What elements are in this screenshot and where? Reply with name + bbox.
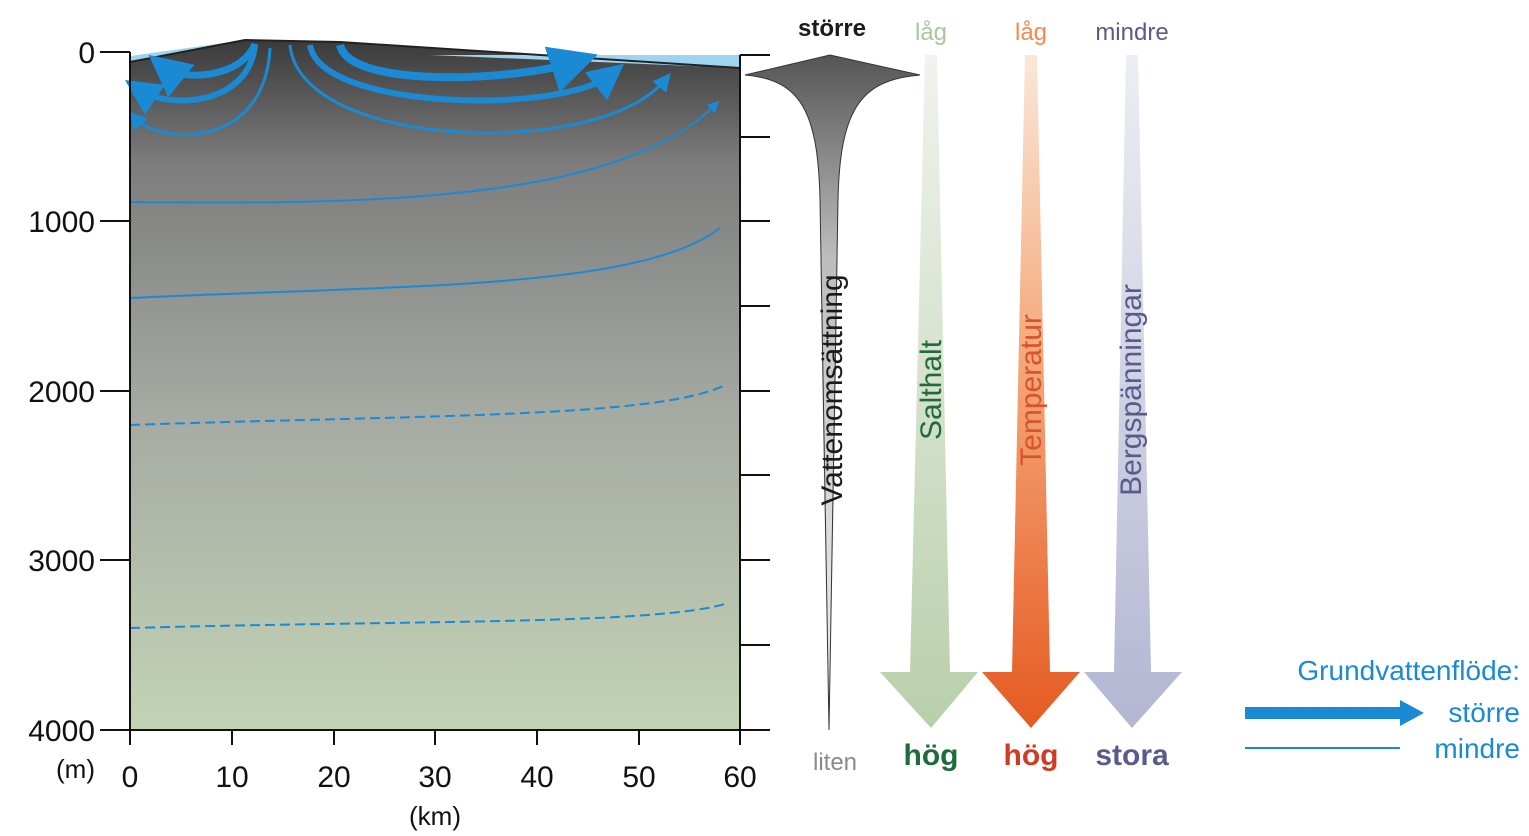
temperatur-bottom-label: hög	[1004, 739, 1059, 772]
x-axis	[129, 729, 770, 745]
indicator-bergspanningar: mindre Bergspänningar stora	[1084, 19, 1182, 772]
right-axis	[739, 54, 770, 730]
x-tick-label: 60	[723, 761, 756, 794]
y-axis	[100, 51, 131, 731]
flow-line-local-1	[148, 42, 259, 98]
flow-line-local-3	[128, 47, 272, 137]
salthalt-arrow	[880, 55, 978, 728]
flow-line-local-5	[307, 44, 625, 104]
flow-line-local-4	[336, 43, 598, 93]
y-tick-label: 0	[78, 37, 95, 70]
flow-line-regional-2	[129, 227, 721, 299]
flow-line-local-2	[125, 43, 258, 115]
vattenomsattning-bottom-label: liten	[813, 749, 857, 776]
flow-line-regional-1	[129, 100, 720, 204]
legend-arrowhead-large	[1400, 700, 1424, 726]
flow-line-local-6	[288, 44, 671, 135]
x-tick-label: 40	[520, 761, 553, 794]
salthalt-name: Salthalt	[915, 339, 948, 440]
temperatur-arrow	[982, 55, 1080, 728]
flow-lines	[125, 42, 729, 629]
indicator-vattenomsattning: större Vattenomsättning liten	[744, 15, 921, 776]
legend-smaller-label: mindre	[1434, 733, 1520, 764]
vattenomsattning-shape	[744, 54, 921, 731]
legend-title: Grundvattenflöde:	[1297, 655, 1520, 686]
flow-line-regional-4	[129, 602, 729, 629]
y-tick-label: 4000	[28, 715, 95, 748]
bergspanningar-top-label: mindre	[1095, 19, 1168, 46]
y-unit-label: (m)	[56, 754, 95, 784]
flow-legend: Grundvattenflöde: större mindre	[1245, 655, 1520, 764]
temperatur-name: Temperatur	[1015, 314, 1048, 466]
vattenomsattning-name: Vattenomsättning	[816, 274, 849, 505]
salthalt-top-label: låg	[915, 19, 947, 46]
y-tick-label: 2000	[28, 376, 95, 409]
ground-body	[130, 40, 740, 730]
x-tick-label: 20	[317, 761, 350, 794]
y-tick-label: 3000	[28, 545, 95, 578]
bergspanningar-name: Bergspänningar	[1115, 284, 1148, 496]
terrain-top	[129, 38, 741, 69]
x-tick-label: 30	[418, 761, 451, 794]
bergspanningar-arrow	[1084, 55, 1182, 728]
x-tick-label: 50	[622, 761, 655, 794]
indicator-salthalt: låg Salthalt hög	[880, 19, 978, 772]
legend-larger-label: större	[1448, 697, 1520, 728]
salthalt-bottom-label: hög	[904, 739, 959, 772]
indicator-temperatur: låg Temperatur hög	[982, 19, 1080, 772]
flow-line-regional-3	[129, 384, 726, 426]
x-tick-label: 10	[215, 761, 248, 794]
bergspanningar-bottom-label: stora	[1095, 739, 1169, 772]
temperatur-top-label: låg	[1015, 19, 1047, 46]
vattenomsattning-top-label: större	[798, 15, 866, 42]
y-tick-label: 1000	[28, 206, 95, 239]
x-unit-label: (km)	[409, 801, 461, 831]
cross-section	[129, 38, 741, 730]
x-tick-label: 0	[122, 761, 139, 794]
